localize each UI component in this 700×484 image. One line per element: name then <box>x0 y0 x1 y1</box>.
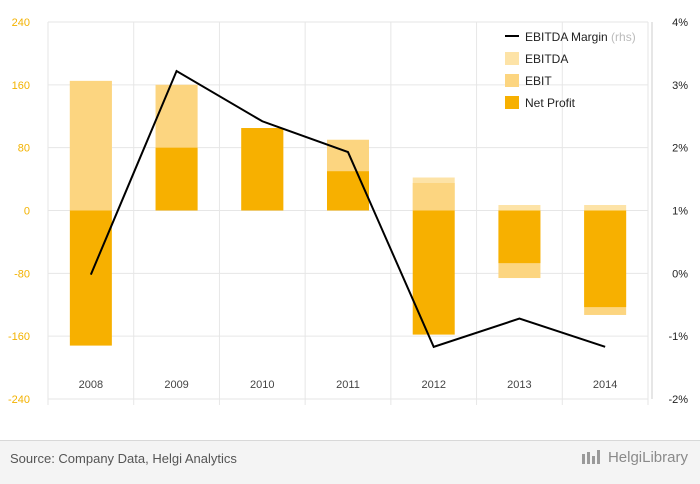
legend-swatch <box>505 52 519 65</box>
y-left-tick-label: -240 <box>8 394 30 406</box>
bar-ebit <box>412 183 455 211</box>
x-tick-label: 2009 <box>164 379 188 391</box>
y-right-tick-label: -1% <box>668 331 688 343</box>
bar-net-profit <box>584 210 627 308</box>
brand-name: HelgiLibrary <box>607 449 688 466</box>
bar-ebit <box>69 80 112 211</box>
legend-swatch <box>505 74 519 87</box>
legend-label: EBITDA <box>525 52 568 66</box>
bar-net-profit <box>155 147 198 211</box>
bar-net-profit <box>327 171 369 211</box>
y-left-tick-label: 160 <box>12 80 30 92</box>
y-right-tick-label: 0% <box>672 268 688 280</box>
y-right-tick-label: 3% <box>672 80 688 92</box>
y-right-tick-label: -2% <box>668 394 688 406</box>
x-tick-label: 2011 <box>336 379 360 391</box>
grid-lines <box>47 21 649 405</box>
bar-series <box>69 80 627 346</box>
legend-label: EBITDA Margin (rhs) <box>525 30 636 44</box>
y-right-tick-label: 4% <box>672 17 688 29</box>
ebitda-margin-line <box>89 69 606 349</box>
legend: EBITDA Margin (rhs) EBITDA EBIT Net Profit <box>505 30 636 110</box>
x-tick-label: 2008 <box>79 379 103 391</box>
legend-label: EBIT <box>525 74 552 88</box>
source-note: Source: Company Data, Helgi Analytics <box>10 451 237 466</box>
line-series <box>89 69 606 349</box>
bar-net-profit <box>241 128 284 211</box>
y-left-tick-label: -160 <box>8 331 30 343</box>
y-right-tick-label: 2% <box>672 143 688 155</box>
y-left-tick-label: -80 <box>14 268 30 280</box>
x-tick-label: 2012 <box>421 379 445 391</box>
bar-net-profit <box>498 210 541 264</box>
bar-net-profit <box>69 210 112 346</box>
bar-net-profit <box>412 210 455 335</box>
x-tick-label: 2014 <box>593 379 617 391</box>
y-right-tick-label: 1% <box>672 206 688 218</box>
brand-logo: HelgiLibrary <box>581 449 688 466</box>
y-left-tick-label: 240 <box>12 17 30 29</box>
legend-label: Net Profit <box>525 96 576 110</box>
legend-swatch <box>505 96 519 109</box>
x-tick-label: 2010 <box>250 379 274 391</box>
footer: Source: Company Data, Helgi Analytics He… <box>0 440 700 484</box>
bar-ebitda <box>584 205 627 211</box>
y-left-tick-label: 0 <box>24 206 30 218</box>
y-left-tick-label: 80 <box>18 143 30 155</box>
bar-ebitda <box>498 205 541 211</box>
library-icon <box>581 450 600 464</box>
legend-label-suffix: (rhs) <box>608 30 636 44</box>
x-tick-label: 2013 <box>507 379 531 391</box>
axes: 240 4% 160 3% 80 2% 0 1% -80 0% -160 -1% -240 -2% 2008… <box>8 17 688 406</box>
